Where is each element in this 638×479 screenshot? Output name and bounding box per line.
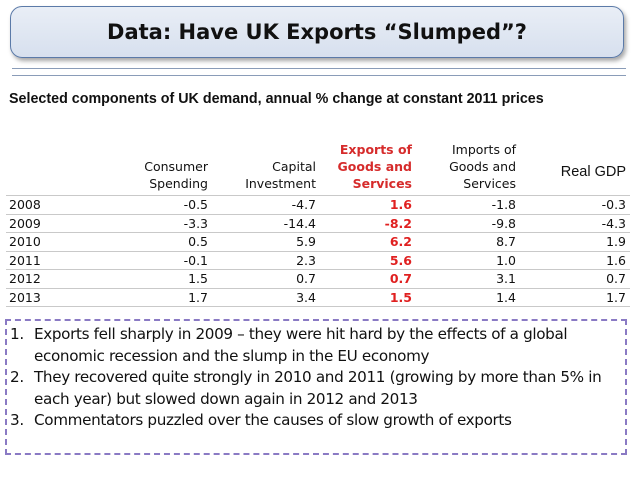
table-row: 2009 -3.3 -14.4 -8.2 -9.8 -4.3 [6,213,630,233]
cell-consumer-spending: 1.5 [94,269,212,288]
cell-exports: -8.2 [320,213,416,233]
table-row: 2011 -0.1 2.3 5.6 1.0 1.6 [6,250,630,270]
header-real-gdp: Real GDP [560,164,626,180]
title-banner: Data: Have UK Exports “Slumped”? [10,6,624,58]
header-exports: Exports of Goods and Services [337,142,412,191]
cell-consumer-spending: 0.5 [94,232,212,251]
header-imports: Imports of Goods and Services [449,142,516,191]
cell-consumer-spending: -0.5 [94,195,212,214]
cell-capital-investment: -14.4 [212,213,320,233]
cell-year: 2010 [6,232,94,251]
note-text: They recovered quite strongly in 2010 an… [34,368,602,408]
cell-capital-investment: 0.7 [212,269,320,288]
cell-consumer-spending: -3.3 [94,213,212,233]
table-row: 2012 1.5 0.7 0.7 3.1 0.7 [6,269,630,288]
table-subtitle: Selected components of UK demand, annual… [9,91,544,107]
note-number: 2. [10,368,24,386]
cell-year: 2012 [6,269,94,288]
cell-capital-investment: 2.3 [212,250,320,270]
cell-year: 2008 [6,195,94,214]
cell-imports: 1.4 [416,287,520,307]
cell-capital-investment: 5.9 [212,232,320,251]
cell-exports: 6.2 [320,232,416,251]
divider-top [12,68,626,69]
cell-capital-investment: 3.4 [212,287,320,307]
cell-exports: 1.6 [320,195,416,214]
cell-imports: 1.0 [416,250,520,270]
page-title: Data: Have UK Exports “Slumped”? [107,20,527,44]
list-item: 1. Exports fell sharply in 2009 – they w… [10,324,625,367]
cell-consumer-spending: -0.1 [94,250,212,270]
table-row: 2010 0.5 5.9 6.2 8.7 1.9 [6,232,630,251]
notes-list: 1. Exports fell sharply in 2009 – they w… [7,321,625,432]
cell-real-gdp: -4.3 [520,213,630,233]
header-consumer-spending: Consumer Spending [144,159,208,191]
cell-year: 2009 [6,213,94,233]
cell-exports: 5.6 [320,250,416,270]
cell-imports: -9.8 [416,213,520,233]
cell-imports: 8.7 [416,232,520,251]
note-text: Commentators puzzled over the causes of … [34,411,512,429]
table-row: 2013 1.7 3.4 1.5 1.4 1.7 [6,287,630,307]
cell-exports: 0.7 [320,269,416,288]
cell-imports: 3.1 [416,269,520,288]
note-text: Exports fell sharply in 2009 – they were… [34,325,568,365]
note-number: 3. [10,411,24,429]
list-item: 3. Commentators puzzled over the causes … [10,410,625,432]
cell-capital-investment: -4.7 [212,195,320,214]
cell-exports: 1.5 [320,287,416,307]
cell-imports: -1.8 [416,195,520,214]
cell-real-gdp: 1.6 [520,250,630,270]
cell-real-gdp: -0.3 [520,195,630,214]
cell-year: 2013 [6,287,94,307]
list-item: 2. They recovered quite strongly in 2010… [10,367,625,410]
table-header-row: Consumer Spending Capital Investment Exp… [6,122,630,196]
cell-consumer-spending: 1.7 [94,287,212,307]
cell-year: 2011 [6,250,94,270]
table-row: 2008 -0.5 -4.7 1.6 -1.8 -0.3 [6,195,630,214]
cell-real-gdp: 0.7 [520,269,630,288]
cell-real-gdp: 1.7 [520,287,630,307]
cell-real-gdp: 1.9 [520,232,630,251]
notes-box: 1. Exports fell sharply in 2009 – they w… [5,319,627,455]
demand-components-table: Consumer Spending Capital Investment Exp… [6,122,630,307]
header-year [6,122,94,196]
note-number: 1. [10,325,24,343]
header-capital-investment: Capital Investment [245,159,316,191]
divider-bottom [12,75,626,76]
